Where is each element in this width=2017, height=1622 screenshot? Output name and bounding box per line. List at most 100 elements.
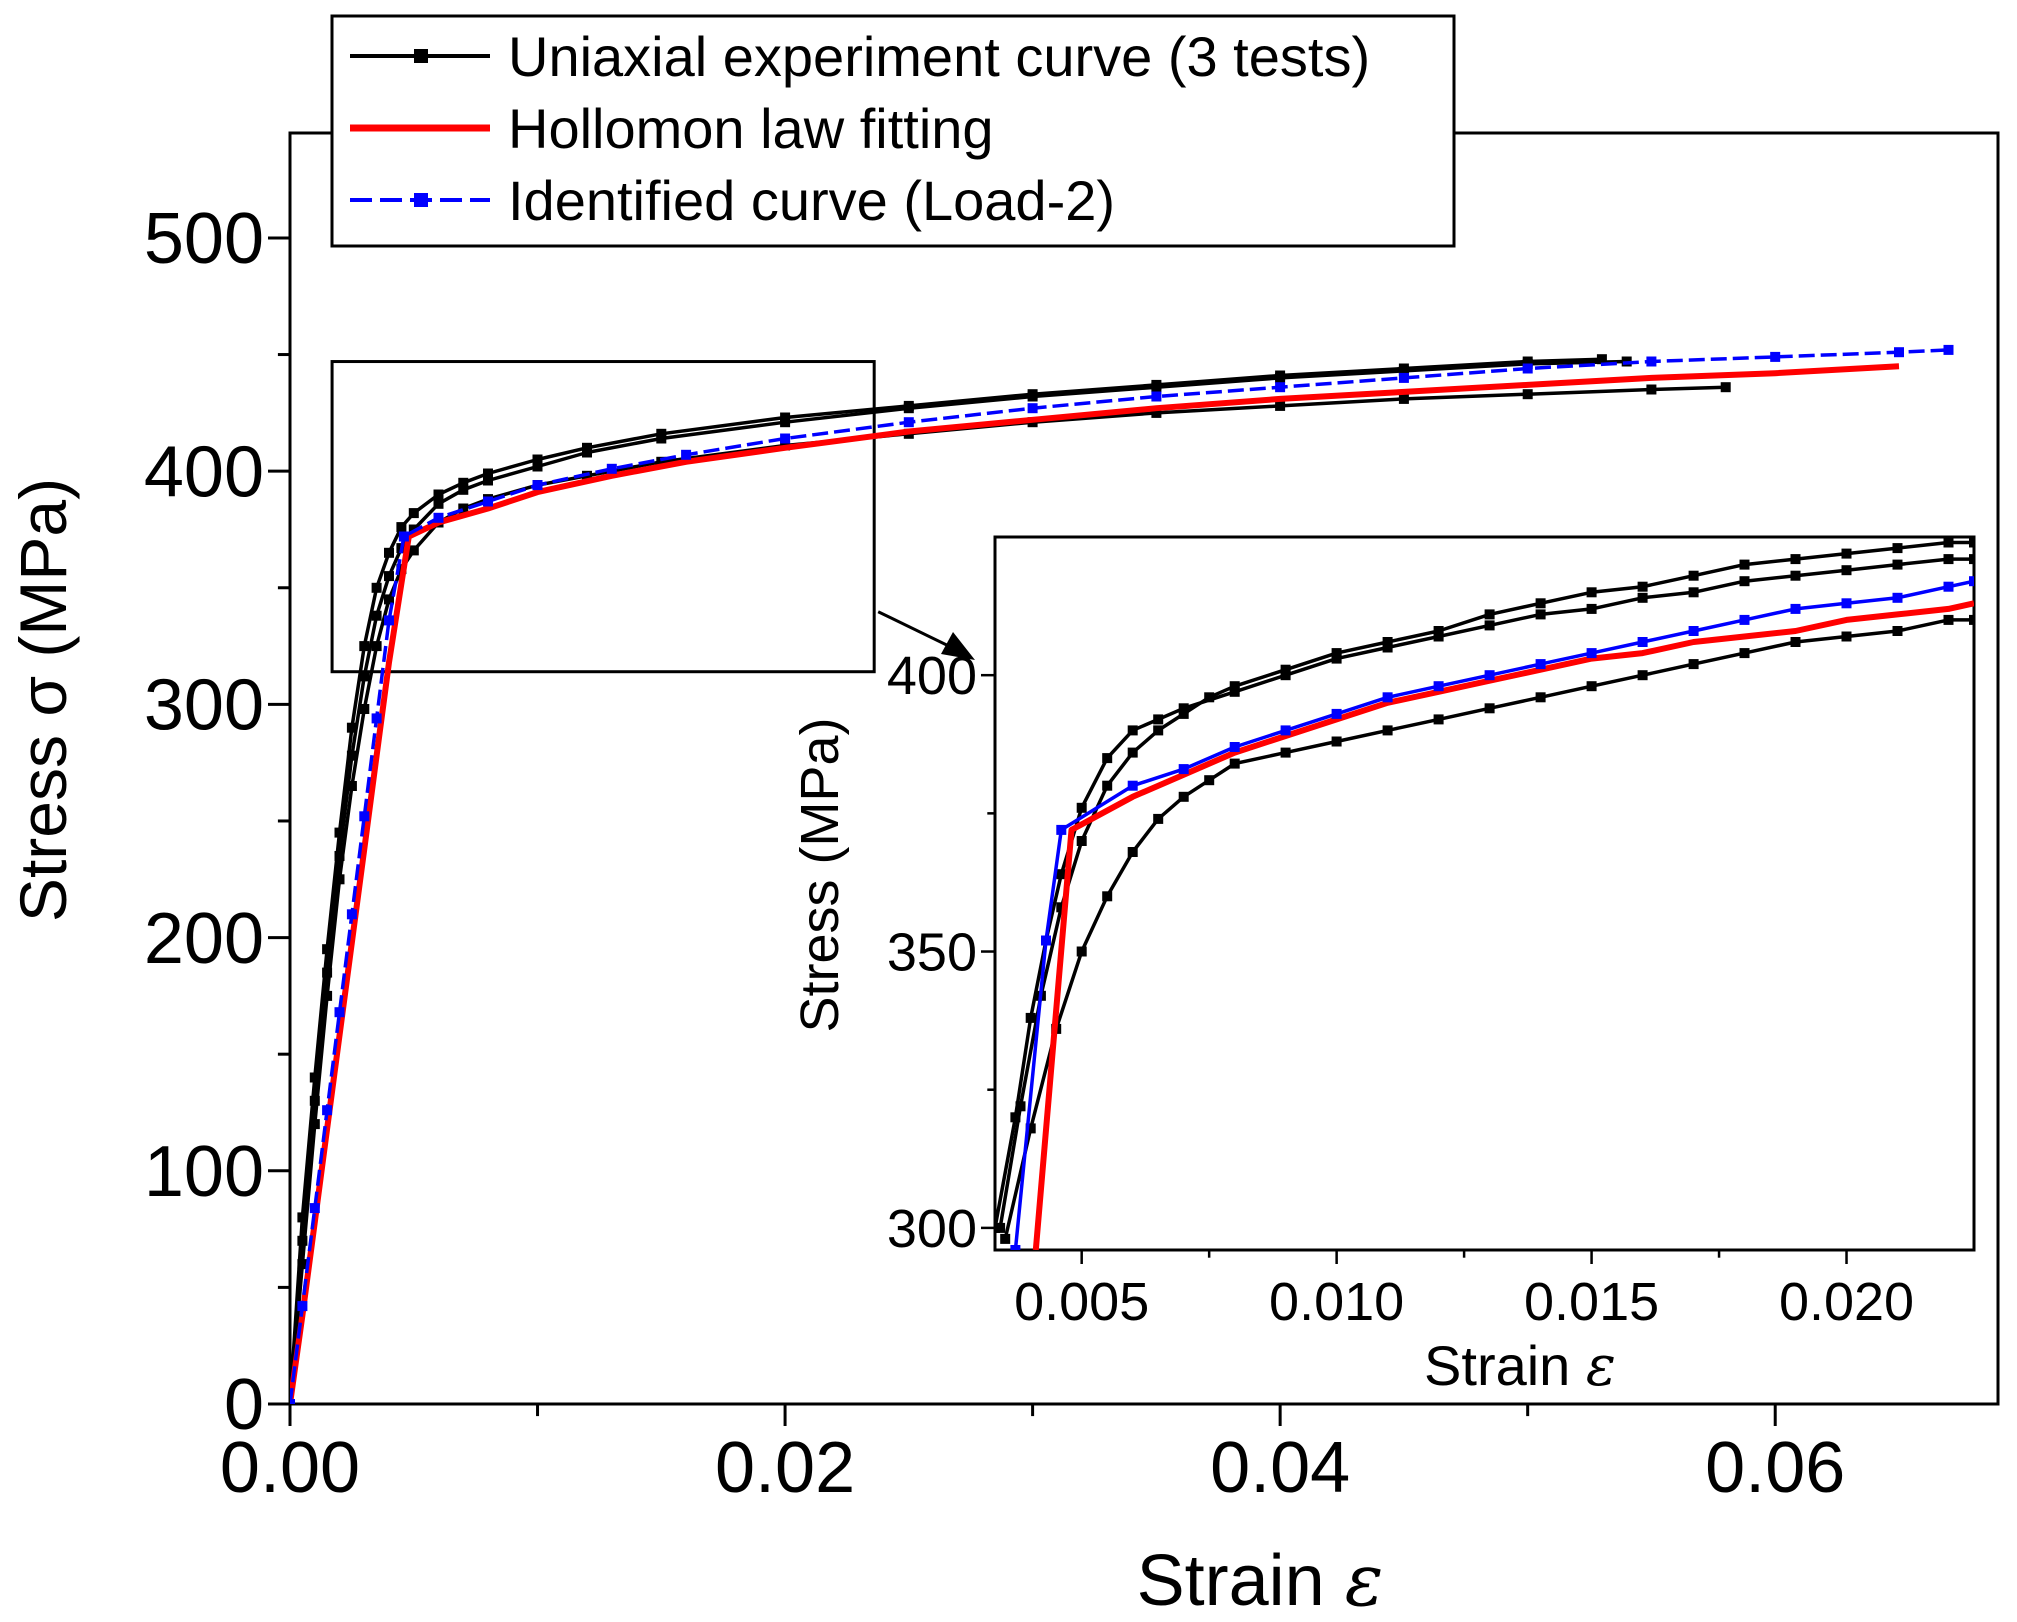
inset-point-experiment-test-2-1-14 <box>1484 703 1495 714</box>
inset-y-axis-title: Stress (MPa) <box>790 717 850 1032</box>
inset-y-tick-label-1: 350 <box>887 922 977 982</box>
main-point-experiment-test-3-2-3 <box>322 967 333 978</box>
inset-point-experiment-test-2-1-10 <box>1280 747 1291 758</box>
inset-point-experiment-test-2-1-5 <box>1127 847 1138 857</box>
inset-line-hollomon-law-fitting-3 <box>1032 600 1974 1250</box>
main-point-experiment-test-3-2-18 <box>903 403 914 414</box>
main-point-experiment-test-1-0-3 <box>322 944 333 955</box>
main-x-axis-title-text: Strain <box>1137 1541 1325 1621</box>
main-point-identified-curve-load-2-4-6 <box>359 811 370 822</box>
main-point-experiment-test-3-2-14 <box>532 461 543 472</box>
inset-point-experiment-test-2-1-17 <box>1637 670 1648 681</box>
main-point-identified-curve-load-2-4-20 <box>1398 372 1409 383</box>
inset-point-experiment-test-3-2-18 <box>1637 581 1648 592</box>
main-point-identified-curve-load-2-4-2 <box>309 1203 320 1214</box>
inset-point-experiment-test-2-1-19 <box>1739 648 1750 659</box>
main-y-tick-label-2: 200 <box>144 899 264 979</box>
inset-point-experiment-test-3-2-3 <box>1056 902 1067 913</box>
inset-point-experiment-test-3-2-19 <box>1688 570 1699 581</box>
inset-point-experiment-test-1-0-16 <box>1535 609 1546 620</box>
main-point-experiment-test-3-2-19 <box>1027 391 1038 402</box>
main-point-identified-curve-load-2-4-15 <box>780 433 791 444</box>
inset-point-experiment-test-1-0-4 <box>1056 869 1067 880</box>
main-point-identified-curve-load-2-4-13 <box>606 463 617 474</box>
inset-point-identified-curve-load-2-4-10 <box>1484 670 1495 681</box>
inset-point-experiment-test-1-0-22 <box>1841 565 1852 576</box>
inset-point-identified-curve-load-2-4-19 <box>1943 581 1954 592</box>
main-point-experiment-test-2-1-21 <box>1275 400 1286 411</box>
main-point-experiment-test-3-2-21 <box>1275 372 1286 383</box>
inset-point-experiment-test-1-0-8 <box>1153 714 1164 725</box>
inset-point-experiment-test-1-0-25 <box>1969 554 1974 565</box>
inset-point-experiment-test-1-0-11 <box>1280 670 1291 681</box>
main-point-experiment-test-3-2-20 <box>1151 382 1162 393</box>
main-x-tick-label-1: 0.02 <box>715 1428 855 1508</box>
inset-point-experiment-test-3-2-7 <box>1153 725 1164 736</box>
inset-point-experiment-test-2-1-13 <box>1433 714 1444 725</box>
inset-point-experiment-test-1-0-12 <box>1331 653 1342 664</box>
main-point-identified-curve-load-2-4-10 <box>433 512 444 523</box>
inset-point-experiment-test-2-1-15 <box>1535 692 1546 703</box>
main-point-experiment-test-3-2-11 <box>433 498 444 509</box>
inset-point-experiment-test-1-0-21 <box>1790 570 1801 581</box>
legend-label-experiment: Uniaxial experiment curve (3 tests) <box>508 25 1370 88</box>
inset-point-identified-curve-load-2-4-0 <box>1010 1245 1021 1250</box>
inset-point-experiment-test-3-2-25 <box>1969 537 1974 548</box>
main-point-identified-curve-load-2-4-16 <box>903 417 914 428</box>
inset-point-identified-curve-load-2-4-15 <box>1739 614 1750 625</box>
inset-point-experiment-test-1-0-6 <box>1102 753 1113 764</box>
inset-point-experiment-test-3-2-10 <box>1229 681 1240 692</box>
inset-point-experiment-test-1-0-17 <box>1586 603 1597 614</box>
inset-point-experiment-test-1-0-24 <box>1943 554 1954 565</box>
inset-point-experiment-test-3-2-1 <box>1015 1101 1026 1112</box>
main-point-experiment-test-2-1-12 <box>458 503 469 514</box>
main-x-axis-title: Strain ε <box>1137 1538 1384 1622</box>
main-point-identified-curve-load-2-4-8 <box>384 615 394 626</box>
inset-point-experiment-test-3-2-13 <box>1382 637 1393 647</box>
main-point-identified-curve-load-2-4-18 <box>1151 391 1162 402</box>
main-point-identified-curve-load-2-4-4 <box>334 1007 345 1018</box>
inset-point-experiment-test-3-2-21 <box>1790 554 1801 565</box>
inset-plot: 0.005 0.010 0.015 0.020 300 350 400 <box>887 535 1976 1332</box>
main-point-experiment-test-1-0-13 <box>483 468 493 479</box>
zoom-arrow-head <box>941 632 975 660</box>
main-point-experiment-test-3-2-4 <box>334 851 345 861</box>
inset-point-experiment-test-1-0-5 <box>1076 802 1087 813</box>
inset-point-identified-curve-load-2-4-5 <box>1229 742 1240 752</box>
inset-x-tick-label-0: 0.005 <box>1014 1272 1149 1332</box>
inset-point-experiment-test-2-1-3 <box>1076 946 1087 957</box>
main-point-experiment-test-1-0-7 <box>371 582 382 593</box>
inset-point-experiment-test-2-1-6 <box>1153 813 1164 824</box>
main-point-experiment-test-2-1-6 <box>359 704 370 714</box>
main-point-experiment-test-1-0-6 <box>359 641 370 652</box>
main-point-identified-curve-load-2-4-14 <box>681 449 692 460</box>
main-point-identified-curve-load-2-4-11 <box>483 496 493 507</box>
inset-point-experiment-test-3-2-4 <box>1076 836 1087 846</box>
legend-swatch-marker-0 <box>414 49 428 63</box>
main-point-identified-curve-load-2-4-25 <box>1943 344 1954 355</box>
inset-point-identified-curve-load-2-4-20 <box>1969 576 1974 587</box>
main-point-experiment-test-3-2-15 <box>582 447 592 458</box>
main-point-experiment-test-2-1-5 <box>346 781 357 791</box>
main-point-experiment-test-3-2-17 <box>780 417 791 428</box>
main-point-experiment-test-2-1-4 <box>334 874 345 885</box>
main-point-experiment-test-1-0-1 <box>297 1212 308 1223</box>
legend-label-identified: Identified curve (Load-2) <box>508 169 1115 232</box>
main-y-tick-label-3: 300 <box>144 666 264 746</box>
inset-point-identified-curve-load-2-4-18 <box>1892 592 1903 603</box>
inset-point-identified-curve-load-2-4-7 <box>1331 708 1342 719</box>
inset-point-experiment-test-2-1-23 <box>1943 614 1954 625</box>
inset-point-experiment-test-3-2-23 <box>1892 543 1903 554</box>
main-point-experiment-test-1-0-8 <box>384 547 394 558</box>
inset-point-experiment-test-2-1-7 <box>1178 791 1189 802</box>
inset-x-axis-title: Strain ε <box>1424 1334 1616 1399</box>
inset-point-experiment-test-1-0-15 <box>1484 620 1495 631</box>
inset-point-experiment-test-3-2-11 <box>1280 664 1291 675</box>
main-point-experiment-test-3-2-8 <box>384 571 394 582</box>
main-point-experiment-test-2-1-24 <box>1646 384 1657 395</box>
inset-point-experiment-test-2-1-24 <box>1969 614 1974 625</box>
inset-point-identified-curve-load-2-4-6 <box>1280 725 1291 736</box>
main-point-identified-curve-load-2-4-17 <box>1027 403 1038 414</box>
zoom-box <box>330 360 876 674</box>
